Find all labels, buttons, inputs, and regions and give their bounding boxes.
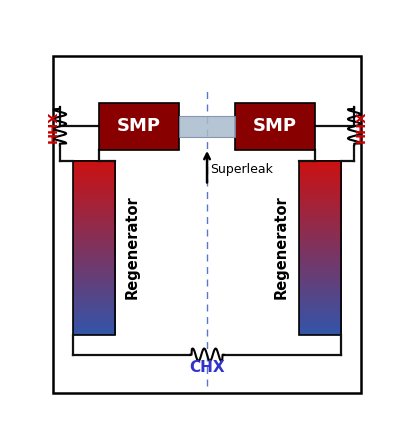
Text: SMP: SMP <box>253 117 297 135</box>
Text: Regenerator: Regenerator <box>125 196 140 299</box>
Bar <box>179 116 235 137</box>
Bar <box>235 103 315 150</box>
Text: Regenerator: Regenerator <box>274 196 289 299</box>
Text: SMP: SMP <box>117 117 161 135</box>
Bar <box>299 161 341 335</box>
Bar <box>99 103 179 150</box>
Text: HHX: HHX <box>355 110 368 143</box>
Bar <box>73 161 115 335</box>
Text: Superleak: Superleak <box>210 163 273 176</box>
Text: HHX: HHX <box>46 110 59 143</box>
Text: CHX: CHX <box>189 361 225 375</box>
